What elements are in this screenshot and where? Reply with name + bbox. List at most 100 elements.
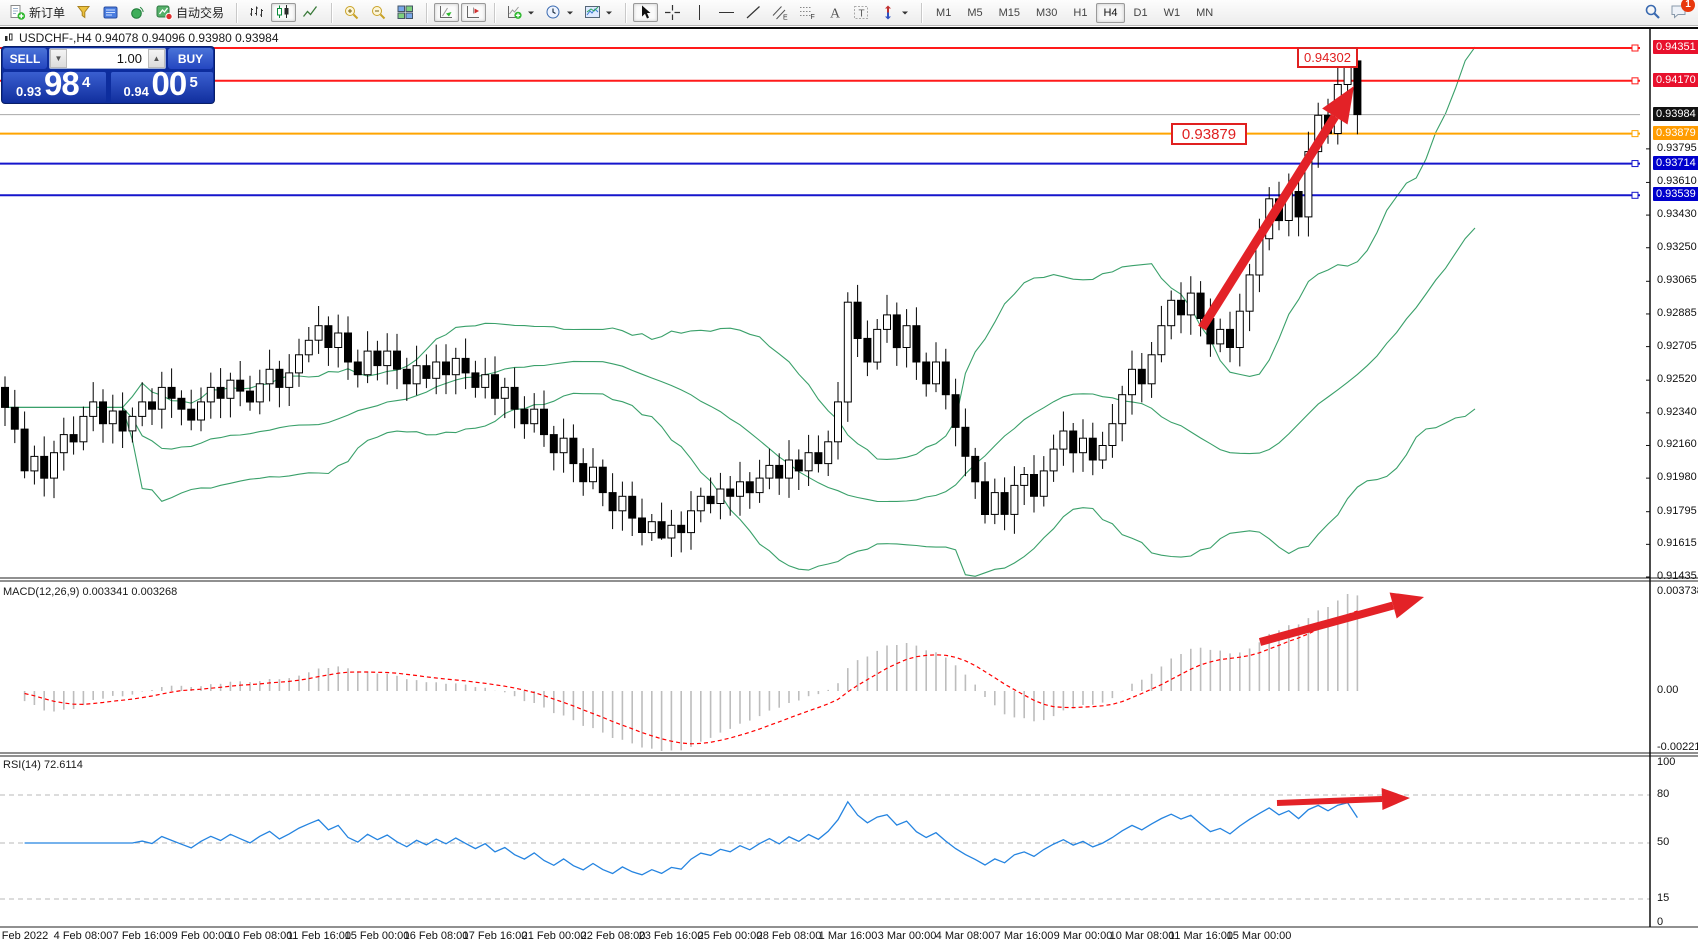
sell-price-panel[interactable]: 0.93 98 4 — [3, 65, 106, 102]
text-label-button[interactable]: T — [849, 3, 874, 22]
buy-price-panel[interactable]: 0.94 00 5 — [110, 65, 213, 102]
chevron-down-icon — [900, 4, 909, 21]
crosshair-button[interactable] — [660, 3, 685, 22]
one-click-trading-panel: SELL ▼ 1.00 ▲ BUY 0.93 98 4 0.94 00 5 — [1, 46, 215, 104]
search-icon[interactable] — [1644, 3, 1662, 23]
buy-price-big: 00 — [151, 65, 188, 102]
fibonacci-button[interactable]: F — [795, 3, 820, 22]
timeframe-m15-button[interactable]: M15 — [998, 6, 1020, 19]
new-order-button-label: 新订单 — [29, 6, 66, 20]
timeframe-w1-button[interactable]: W1 — [1163, 6, 1181, 19]
trendline-button[interactable] — [741, 3, 766, 22]
horizontal-line-button[interactable] — [714, 3, 739, 22]
buy-price-pip: 5 — [189, 74, 198, 91]
arrows-button[interactable] — [876, 3, 913, 22]
chart-window-title: USDCHF-,H4 0.94078 0.94096 0.93980 0.939… — [4, 31, 279, 45]
chat-icon[interactable]: 1 — [1670, 0, 1695, 23]
trendline-icon — [745, 4, 762, 21]
price-tick: 0.91795 — [1657, 505, 1697, 517]
timeframe-d1-button[interactable]: D1 — [1133, 6, 1148, 19]
sell-button[interactable]: SELL — [3, 48, 47, 69]
templates-button[interactable] — [580, 3, 617, 22]
price-tick: 0.93610 — [1657, 175, 1697, 187]
volume-value[interactable]: 1.00 — [116, 51, 142, 66]
timeframe-m1-button[interactable]: M1 — [936, 6, 952, 19]
time-label: 4 Feb 08:00 — [53, 930, 113, 942]
time-label: 16 Feb 08:00 — [403, 930, 469, 942]
buy-button[interactable]: BUY — [168, 48, 213, 69]
line-chart-icon — [302, 4, 319, 21]
filter-icon — [75, 4, 92, 21]
time-label: 4 Mar 08:00 — [935, 930, 995, 942]
volume-decrease-button[interactable]: ▼ — [50, 49, 67, 68]
price-tick: 0.91615 — [1657, 537, 1697, 549]
signals-icon — [129, 4, 146, 21]
auto-scroll-button[interactable] — [434, 3, 460, 22]
support-price-annotation[interactable]: 0.93879 — [1171, 123, 1247, 145]
journal-button[interactable] — [98, 3, 123, 22]
fibonacci-icon: F — [799, 4, 816, 21]
text-button[interactable]: A — [822, 3, 847, 22]
periods-icon — [545, 4, 562, 21]
chevron-down-icon — [526, 4, 535, 21]
peak-price-annotation[interactable]: 0.94302 — [1297, 47, 1358, 68]
timeframe-h1-button[interactable]: H1 — [1073, 6, 1088, 19]
timeframe-h4-button[interactable]: H4 — [1096, 2, 1125, 23]
timeframe-m5-button[interactable]: M5 — [967, 6, 983, 19]
bar-chart-icon — [248, 4, 265, 21]
auto-trading-button[interactable]: 自动交易 — [152, 3, 228, 22]
equidistant-channel-icon: E — [772, 4, 789, 21]
price-badge: 0.93714 — [1653, 156, 1698, 170]
time-label: 10 Mar 08:00 — [1109, 930, 1175, 942]
indicators-button[interactable] — [502, 3, 539, 22]
price-tick: 0.92885 — [1657, 307, 1697, 319]
bar-chart-button[interactable] — [244, 3, 269, 22]
equidistant-channel-button[interactable]: E — [768, 3, 793, 22]
filter-button[interactable] — [71, 3, 96, 22]
rsi-axis-tick: 0 — [1657, 916, 1664, 928]
chart-shift-button[interactable] — [461, 3, 487, 22]
horizontal-line-icon — [718, 4, 735, 21]
svg-text:A: A — [830, 7, 841, 22]
price-tick: 0.93065 — [1657, 274, 1697, 286]
time-label: 1 Mar 16:00 — [818, 930, 878, 942]
time-label: 17 Feb 16:00 — [462, 930, 528, 942]
time-label: Feb 2022 — [1, 930, 49, 942]
periods-button[interactable] — [541, 3, 578, 22]
price-tick: 0.92160 — [1657, 438, 1697, 450]
auto-trading-button-label: 自动交易 — [176, 6, 225, 20]
tile-windows-button[interactable] — [393, 3, 418, 22]
line-chart-button[interactable] — [298, 3, 323, 22]
cursor-button[interactable] — [633, 3, 659, 22]
new-order-icon — [9, 4, 26, 21]
cursor-icon — [637, 4, 654, 21]
main-toolbar: 新订单 自动交易 E F A T M1 M5 M15 M30 H1 H4 D1 W1 MN 1 — [0, 0, 1698, 26]
time-label: 21 Feb 00:00 — [521, 930, 587, 942]
rsi-indicator-label: RSI(14) 72.6114 — [3, 759, 83, 771]
rsi-axis-tick: 100 — [1657, 756, 1676, 768]
signals-button[interactable] — [125, 3, 150, 22]
tile-windows-icon — [397, 4, 414, 21]
zoom-in-button[interactable] — [339, 3, 364, 22]
time-label: 15 Feb 00:00 — [344, 930, 410, 942]
time-label: 7 Feb 16:00 — [112, 930, 172, 942]
timeframe-m30-button[interactable]: M30 — [1036, 6, 1058, 19]
time-label: 23 Feb 16:00 — [638, 930, 704, 942]
auto-trading-icon — [156, 4, 173, 21]
macd-axis-tick: -0.002215 — [1657, 741, 1698, 753]
templates-icon — [584, 4, 601, 21]
window-top-border — [0, 27, 1698, 29]
vertical-line-button[interactable] — [687, 3, 712, 22]
buy-price-base: 0.94 — [123, 84, 149, 99]
candlestick-chart-button[interactable] — [271, 3, 297, 22]
time-label: 25 Feb 00:00 — [697, 930, 763, 942]
arrows-icon — [880, 4, 897, 21]
price-badge: 0.94351 — [1653, 40, 1698, 54]
macd-indicator-label: MACD(12,26,9) 0.003341 0.003268 — [3, 586, 178, 598]
zoom-out-button[interactable] — [366, 3, 391, 22]
new-order-button[interactable]: 新订单 — [5, 3, 69, 22]
timeframe-mn-button[interactable]: MN — [1196, 6, 1214, 19]
time-label: 3 Mar 00:00 — [877, 930, 937, 942]
volume-increase-button[interactable]: ▲ — [148, 49, 165, 68]
